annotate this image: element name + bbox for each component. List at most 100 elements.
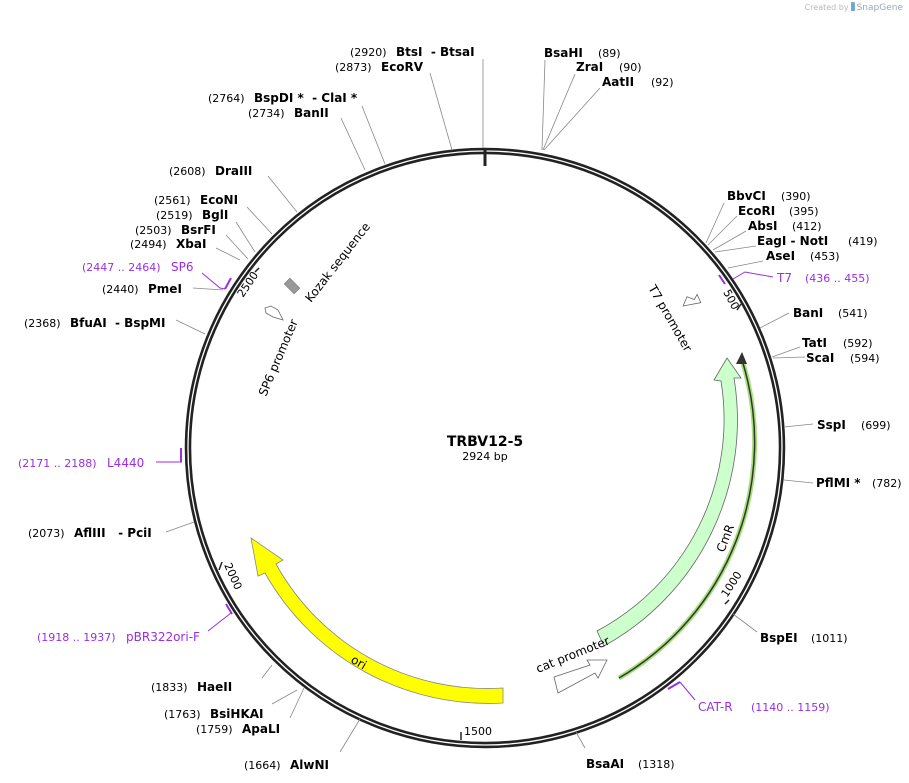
feature-cmr[interactable]: CmR — [596, 357, 742, 647]
enzyme-pflmi[interactable]: PflMI * (782) — [816, 476, 902, 490]
orf-cmr[interactable] — [617, 352, 758, 681]
enzyme-position: (2494) — [130, 238, 167, 251]
enzyme-position: (2368) — [24, 317, 61, 330]
enzyme-absi[interactable]: AbsI (412) — [748, 219, 822, 233]
orf-arrowhead-icon — [736, 352, 747, 364]
enzyme-scai[interactable]: ScaI (594) — [806, 351, 880, 365]
enzyme-apali[interactable]: (1759) ApaLI — [196, 722, 280, 736]
enzyme-eagi-noti[interactable]: EagI - NotI (419) — [757, 234, 878, 248]
primer-label-l4440: L4440 — [107, 456, 144, 470]
enzyme-name: ScaI — [806, 351, 834, 365]
scale-ticks: 500 1000 1500 2000 2500 — [218, 267, 745, 740]
enzyme-bspei[interactable]: BspEI (1011) — [760, 631, 848, 645]
enzyme-ecori[interactable]: EcoRI (395) — [738, 204, 819, 218]
credit-brand: SnapGene — [856, 3, 903, 13]
feature-t7-promoter[interactable]: T7 promoter — [645, 282, 702, 354]
enzyme-position: (453) — [810, 250, 840, 263]
enzyme-bgli[interactable]: (2519) BglI — [156, 208, 228, 222]
enzyme-name: BtsI - BtsaI — [396, 45, 475, 59]
enzyme-position: (1759) — [196, 723, 233, 736]
feature-sp6-promoter[interactable]: SP6 promoter — [256, 305, 301, 398]
plasmid-length: 2924 bp — [462, 450, 507, 463]
feature-ori[interactable]: ori — [250, 537, 504, 704]
enzyme-position: (1011) — [811, 632, 848, 645]
enzyme-name: XbaI — [176, 237, 206, 251]
primer-range-l4440: (2171 .. 2188) — [18, 457, 97, 470]
enzyme-name: PflMI * — [816, 476, 861, 490]
enzyme-bani[interactable]: BanI (541) — [793, 306, 868, 320]
enzyme-haeii[interactable]: (1833) HaeII — [151, 680, 232, 694]
primer-range-cat-r: (1140 .. 1159) — [751, 701, 830, 714]
enzyme-position: (2608) — [169, 165, 206, 178]
enzyme-name: AbsI — [748, 219, 777, 233]
enzyme-tati[interactable]: TatI (592) — [802, 336, 873, 350]
enzyme-name: BspEI — [760, 631, 798, 645]
enzyme-name: BbvCI — [727, 189, 766, 203]
enzyme-position: (390) — [781, 190, 811, 203]
enzyme-position: (594) — [850, 352, 880, 365]
enzyme-btsi-btsai[interactable]: (2920) BtsI - BtsaI — [350, 45, 475, 59]
enzyme-bspdi-clai[interactable]: (2764) BspDI * - ClaI * — [208, 91, 358, 105]
primer-range-t7: (436 .. 455) — [805, 272, 870, 285]
enzyme-bsahi[interactable]: BsaHI (89) — [544, 46, 621, 60]
enzyme-name: ApaLI — [242, 722, 280, 736]
feature-label-t7-promoter: T7 promoter — [645, 282, 695, 354]
enzyme-name: EcoRV — [381, 60, 424, 74]
enzyme-position: (782) — [872, 477, 902, 490]
primer-sp6[interactable]: (2447 .. 2464) SP6 — [82, 260, 232, 290]
enzyme-sspi[interactable]: SspI (699) — [817, 418, 891, 432]
enzyme-aatii[interactable]: AatII (92) — [602, 75, 674, 89]
enzyme-position: (1318) — [638, 758, 675, 771]
primer-label-pbr322ori-f: pBR322ori-F — [126, 630, 200, 644]
enzyme-name: EcoNI — [200, 193, 238, 207]
primer-t7[interactable]: T7 (436 .. 455) — [718, 271, 870, 285]
enzyme-draiii[interactable]: (2608) DraIII — [169, 164, 252, 178]
enzyme-position: (2073) — [28, 527, 65, 540]
feature-kozak-sequence[interactable]: Kozak sequence — [283, 220, 373, 305]
enzyme-alwni[interactable]: (1664) AlwNI — [244, 758, 329, 772]
enzyme-name: AflIII - PciI — [74, 526, 152, 540]
enzyme-bfuai-bspmi[interactable]: (2368) BfuAI - BspMI — [24, 316, 165, 330]
enzyme-name: BsaAI — [586, 757, 624, 771]
enzyme-ecorv[interactable]: (2873) EcoRV — [335, 60, 424, 74]
enzyme-name: BsrFI — [181, 223, 216, 237]
enzyme-xbai[interactable]: (2494) XbaI — [130, 237, 206, 251]
enzyme-position: (2734) — [248, 107, 285, 120]
enzyme-econi[interactable]: (2561) EcoNI — [154, 193, 238, 207]
enzyme-asei[interactable]: AseI (453) — [766, 249, 840, 263]
primer-range-pbr322ori-f: (1918 .. 1937) — [37, 631, 116, 644]
enzyme-bsaai[interactable]: BsaAI (1318) — [586, 757, 675, 771]
enzyme-name: DraIII — [215, 164, 252, 178]
credit-prefix: Created by — [804, 3, 849, 12]
enzyme-name: EagI - NotI — [757, 234, 828, 248]
enzyme-position: (2519) — [156, 209, 193, 222]
enzyme-name: HaeII — [197, 680, 232, 694]
enzyme-position: (2503) — [135, 224, 172, 237]
enzyme-position: (2920) — [350, 46, 387, 59]
enzyme-name: AatII — [602, 75, 634, 89]
enzyme-name: PmeI — [148, 282, 182, 296]
primer-label-t7: T7 — [776, 271, 792, 285]
enzyme-banii[interactable]: (2734) BanII — [248, 106, 329, 120]
enzyme-name: BglI — [202, 208, 228, 222]
primer-label-cat-r: CAT-R — [698, 700, 733, 714]
feature-label-sp6-promoter: SP6 promoter — [256, 317, 301, 398]
enzyme-afliii-pcii[interactable]: (2073) AflIII - PciI — [28, 526, 152, 540]
enzyme-position: (1664) — [244, 759, 281, 772]
primer-pbr322ori-f[interactable]: (1918 .. 1937) pBR322ori-F — [37, 603, 233, 644]
enzyme-name: BanI — [793, 306, 823, 320]
enzyme-bsihkai[interactable]: (1763) BsiHKAI — [164, 707, 264, 721]
enzyme-bbvci[interactable]: BbvCI (390) — [727, 189, 811, 203]
enzyme-pmei[interactable]: (2440) PmeI — [102, 282, 182, 296]
enzyme-bsrfi[interactable]: (2503) BsrFI — [135, 223, 216, 237]
enzyme-name: TatI — [802, 336, 827, 350]
primer-cat-r[interactable]: CAT-R (1140 .. 1159) — [667, 681, 830, 714]
feature-label-ori: ori — [349, 652, 370, 672]
enzyme-name: BfuAI - BspMI — [70, 316, 165, 330]
enzyme-name: BanII — [294, 106, 329, 120]
primer-l4440[interactable]: (2171 .. 2188) L4440 — [18, 448, 182, 470]
enzyme-position: (2561) — [154, 194, 191, 207]
enzyme-zrai[interactable]: ZraI (90) — [576, 60, 642, 74]
feature-cat-promoter[interactable]: cat promoter — [534, 633, 612, 694]
enzyme-position: (2873) — [335, 61, 372, 74]
